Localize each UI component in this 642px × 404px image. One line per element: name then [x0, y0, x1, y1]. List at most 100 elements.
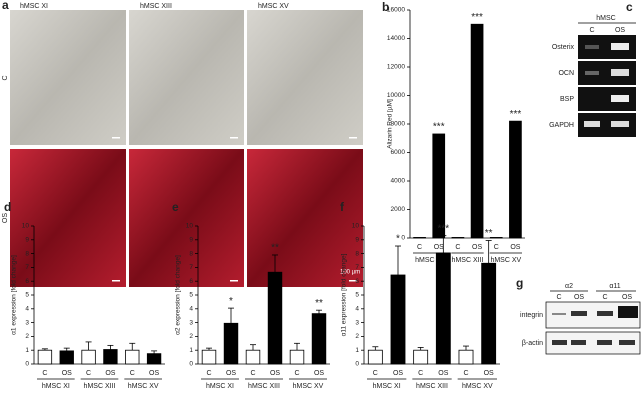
- y-tick-label: 9: [355, 237, 359, 244]
- x-tick-label: C: [206, 370, 211, 377]
- bar: [289, 349, 305, 365]
- gene-label: BSP: [560, 96, 574, 103]
- lane-label: OS: [622, 294, 632, 301]
- bar: [435, 252, 451, 365]
- group-label: hMSC XV: [293, 383, 324, 390]
- y-tick-label: 6000: [391, 149, 406, 156]
- group-label: hMSC XV: [128, 383, 159, 390]
- bar: [489, 237, 503, 239]
- significance: ***: [471, 12, 483, 23]
- x-tick-label: C: [418, 370, 423, 377]
- x-tick-label: OS: [149, 370, 159, 377]
- western-blot: [545, 301, 641, 355]
- y-tick-label: 12000: [387, 64, 405, 71]
- panel-letter: c: [626, 0, 633, 14]
- panel-letter: a: [2, 0, 9, 12]
- x-tick-label: C: [86, 370, 91, 377]
- group-label: hMSC XV: [490, 257, 521, 264]
- y-tick-label: 9: [25, 237, 29, 244]
- x-tick-label: OS: [434, 244, 444, 251]
- bar: [458, 349, 474, 365]
- lane-label: C: [602, 294, 607, 301]
- y-axis-label: α2 expression [fold change]: [175, 255, 182, 335]
- y-axis-label: Alizarin Red [µM]: [387, 99, 394, 149]
- significance: ***: [433, 122, 445, 133]
- y-tick-label: 2: [355, 333, 359, 340]
- y-tick-label: 10: [186, 223, 194, 230]
- micrographs: [10, 10, 363, 287]
- y-tick-label: 14000: [387, 35, 405, 42]
- bar: [245, 349, 261, 365]
- x-tick-label: OS: [314, 370, 324, 377]
- row-label: OS: [2, 213, 9, 223]
- lane-label: OS: [574, 294, 584, 301]
- y-tick-label: 7: [355, 264, 359, 271]
- x-tick-label: C: [294, 370, 299, 377]
- panel-letter: g: [516, 276, 523, 290]
- x-tick-label: OS: [270, 370, 280, 377]
- group-label: hMSC XIII: [416, 383, 448, 390]
- y-tick-label: 1: [25, 347, 29, 354]
- x-tick-label: OS: [393, 370, 403, 377]
- bar: [201, 349, 217, 365]
- bar: [125, 349, 140, 365]
- gel: [578, 35, 636, 137]
- gene-label: Osterix: [552, 44, 575, 51]
- bar: [367, 349, 383, 365]
- significance: ***: [510, 109, 522, 120]
- x-tick-label: OS: [438, 370, 448, 377]
- group-label: hMSC XIII: [84, 383, 116, 390]
- group-label: hMSC XI: [42, 383, 70, 390]
- row-label: C: [2, 75, 9, 80]
- bar: [451, 237, 465, 239]
- x-tick-label: OS: [226, 370, 236, 377]
- group-label: hMSC XI: [206, 383, 234, 390]
- x-tick-label: C: [250, 370, 255, 377]
- bar: [413, 237, 426, 239]
- y-tick-label: 8: [189, 250, 193, 257]
- bar: [432, 133, 446, 239]
- significance: **: [315, 298, 323, 309]
- column-label: hMSC XIII: [140, 3, 172, 10]
- bar: [481, 262, 497, 365]
- x-tick-label: OS: [510, 244, 520, 251]
- y-axis-label: α1 expression [fold change]: [11, 255, 18, 335]
- y-tick-label: 3: [355, 319, 359, 326]
- y-tick-label: 1: [355, 347, 359, 354]
- significance: *: [229, 296, 233, 307]
- y-tick-label: 7: [189, 264, 193, 271]
- y-tick-label: 4: [25, 306, 29, 313]
- x-tick-label: C: [463, 370, 468, 377]
- y-tick-label: 10: [352, 223, 360, 230]
- x-tick-label: C: [494, 244, 499, 251]
- panel-letter: b: [382, 0, 389, 14]
- y-tick-label: 2: [25, 333, 29, 340]
- y-tick-label: 3: [189, 319, 193, 326]
- bar: [59, 350, 74, 365]
- scale-bar-label: 100 µm: [340, 270, 360, 276]
- significance: **: [485, 228, 493, 239]
- lane-label: C: [589, 27, 594, 34]
- y-tick-label: 8: [25, 250, 29, 257]
- y-tick-label: 4: [189, 306, 193, 313]
- bar: [390, 274, 406, 365]
- group-label: hMSC XV: [462, 383, 493, 390]
- bar: [103, 349, 118, 365]
- x-tick-label: C: [130, 370, 135, 377]
- panel-letter: d: [4, 200, 11, 214]
- bar: [311, 313, 327, 365]
- group-label: hMSC XIII: [452, 257, 484, 264]
- bar: [146, 353, 162, 365]
- y-tick-label: 8: [355, 250, 359, 257]
- x-tick-label: OS: [62, 370, 72, 377]
- y-tick-label: 0: [355, 361, 359, 368]
- y-tick-label: 4000: [391, 178, 406, 185]
- bar: [37, 349, 53, 365]
- protein-label: β-actin: [522, 340, 543, 347]
- x-tick-label: C: [417, 244, 422, 251]
- x-tick-label: OS: [105, 370, 115, 377]
- y-tick-label: 0: [189, 361, 193, 368]
- y-tick-label: 7: [25, 264, 29, 271]
- y-tick-label: 3: [25, 319, 29, 326]
